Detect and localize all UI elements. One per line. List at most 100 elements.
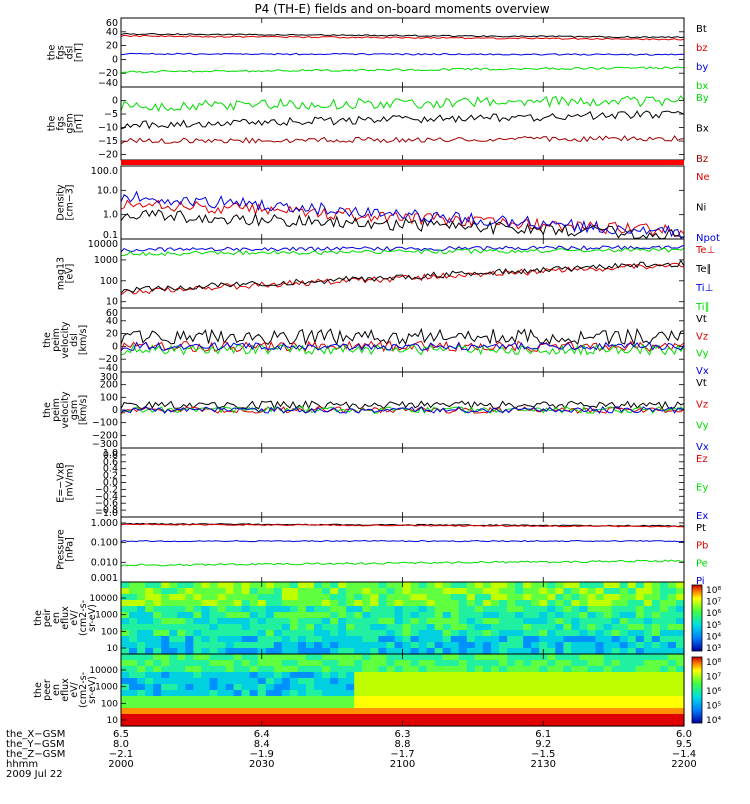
legend-Vt: Vt: [696, 378, 707, 389]
spectrogram-cell: [145, 594, 154, 601]
spectrogram-cell: [507, 630, 516, 637]
spectrogram-cell: [450, 684, 460, 691]
spectrogram-cell: [306, 582, 315, 589]
spectrogram-cell: [587, 648, 597, 655]
spectrogram-cell: [595, 690, 605, 697]
spectrogram-cell: [241, 624, 251, 631]
spectrogram-cell: [667, 636, 677, 643]
spectrogram-cell: [643, 714, 653, 721]
spectrogram-cell: [225, 714, 235, 721]
spectrogram-cell: [306, 720, 315, 727]
legend-Ez: Ez: [696, 454, 708, 465]
spectrogram-cell: [555, 720, 564, 727]
spectrogram-cell: [442, 624, 452, 631]
spectrogram-cell: [273, 684, 283, 691]
spectrogram-cell: [491, 702, 500, 709]
panels: 6040200−20−40Btbzbybxthefgsdsl[nT]0−5−10…: [33, 17, 721, 727]
spectrogram-cell: [257, 612, 267, 619]
spectrogram-cell: [129, 678, 138, 685]
spectrogram-cell: [450, 636, 460, 643]
plot-title: P4 (TH-E) fields and on-board moments ov…: [254, 2, 549, 16]
spectrogram-cell: [627, 606, 637, 613]
spectrogram-cell: [145, 642, 154, 649]
spectrogram-cell: [434, 696, 444, 703]
spectrogram-cell: [482, 618, 492, 625]
spectrogram-cell: [418, 720, 428, 727]
spectrogram-cell: [322, 642, 331, 649]
spectrogram-cell: [129, 624, 138, 631]
spectrogram-cell: [523, 612, 532, 619]
spectrogram-cell: [322, 648, 331, 655]
spectrogram-cell: [402, 714, 412, 721]
spectrogram-cell: [426, 636, 436, 643]
spectrogram-cell: [249, 582, 259, 589]
spectrogram-cell: [442, 666, 452, 673]
spectrogram-cell: [571, 636, 580, 643]
spectrogram-cell: [338, 582, 347, 589]
spectrogram-cell: [289, 594, 299, 601]
spectrogram-cell: [676, 606, 685, 613]
spectrogram-cell: [314, 582, 323, 589]
spectrogram-cell: [611, 618, 621, 625]
spectrogram-cell: [129, 660, 138, 667]
spectrogram-cell: [394, 618, 404, 625]
spectrogram-cell: [233, 630, 243, 637]
spectrogram-cell: [402, 630, 412, 637]
spectrogram-cell: [547, 582, 556, 589]
spectrogram-cell: [667, 696, 677, 703]
spectrogram-cell: [121, 708, 130, 715]
spectrogram-cell: [249, 588, 259, 595]
x-row-value: 9.5: [676, 739, 692, 750]
spectrogram-cell: [491, 654, 500, 661]
spectrogram-cell: [507, 702, 516, 709]
spectrogram-cell: [306, 672, 315, 679]
spectrogram-cell: [281, 624, 291, 631]
spectrogram-cell: [571, 594, 580, 601]
series-Vt-line: [120, 327, 685, 347]
spectrogram-cell: [217, 720, 227, 727]
spectrogram-cell: [539, 690, 548, 697]
spectrogram-cell: [450, 630, 460, 637]
y-axis-label: [nPa]: [65, 537, 76, 562]
spectrogram-cell: [458, 672, 468, 679]
spectrogram-cell: [233, 660, 243, 667]
spectrogram-cell: [289, 654, 299, 661]
spectrogram-cell: [410, 684, 420, 691]
spectrogram-cell: [177, 714, 186, 721]
spectrogram-cell: [330, 588, 339, 595]
spectrogram-cell: [474, 654, 484, 661]
spectrogram-cell: [499, 648, 508, 655]
spectrogram-cell: [627, 630, 637, 637]
spectrogram-cell: [185, 654, 194, 661]
y-tick-label: 1000: [94, 255, 118, 266]
spectrogram-cell: [539, 660, 548, 667]
spectrogram-cell: [330, 600, 339, 607]
y-axis-label: Pressure: [56, 529, 67, 570]
spectrogram-cell: [547, 702, 556, 709]
spectrogram-cell: [651, 666, 661, 673]
spectrogram-cell: [322, 588, 331, 595]
x-row-label: the_X−GSM: [6, 729, 65, 740]
spectrogram-cell: [611, 672, 621, 679]
spectrogram-cell: [161, 588, 170, 595]
spectrogram-cell: [129, 600, 138, 607]
spectrogram-cell: [426, 594, 436, 601]
spectrogram-cell: [249, 618, 259, 625]
spectrogram-cell: [434, 612, 444, 619]
spectrogram-cell: [659, 654, 669, 661]
spectrogram-cell: [169, 690, 178, 697]
spectrogram-cell: [241, 660, 251, 667]
spectrogram-cell: [450, 714, 460, 721]
spectrogram-cell: [289, 666, 299, 673]
spectrogram-cell: [306, 708, 315, 715]
spectrogram-cell: [563, 678, 572, 685]
spectrogram-cell: [185, 684, 194, 691]
spectrogram-cell: [651, 624, 661, 631]
spectrogram-cell: [378, 720, 387, 727]
spectrogram-cell: [595, 636, 605, 643]
spectrogram-cell: [515, 612, 524, 619]
spectrogram-cell: [153, 648, 162, 655]
spectrogram-cell: [249, 690, 259, 697]
spectrogram-cell: [281, 642, 291, 649]
spectrogram-cell: [563, 696, 572, 703]
